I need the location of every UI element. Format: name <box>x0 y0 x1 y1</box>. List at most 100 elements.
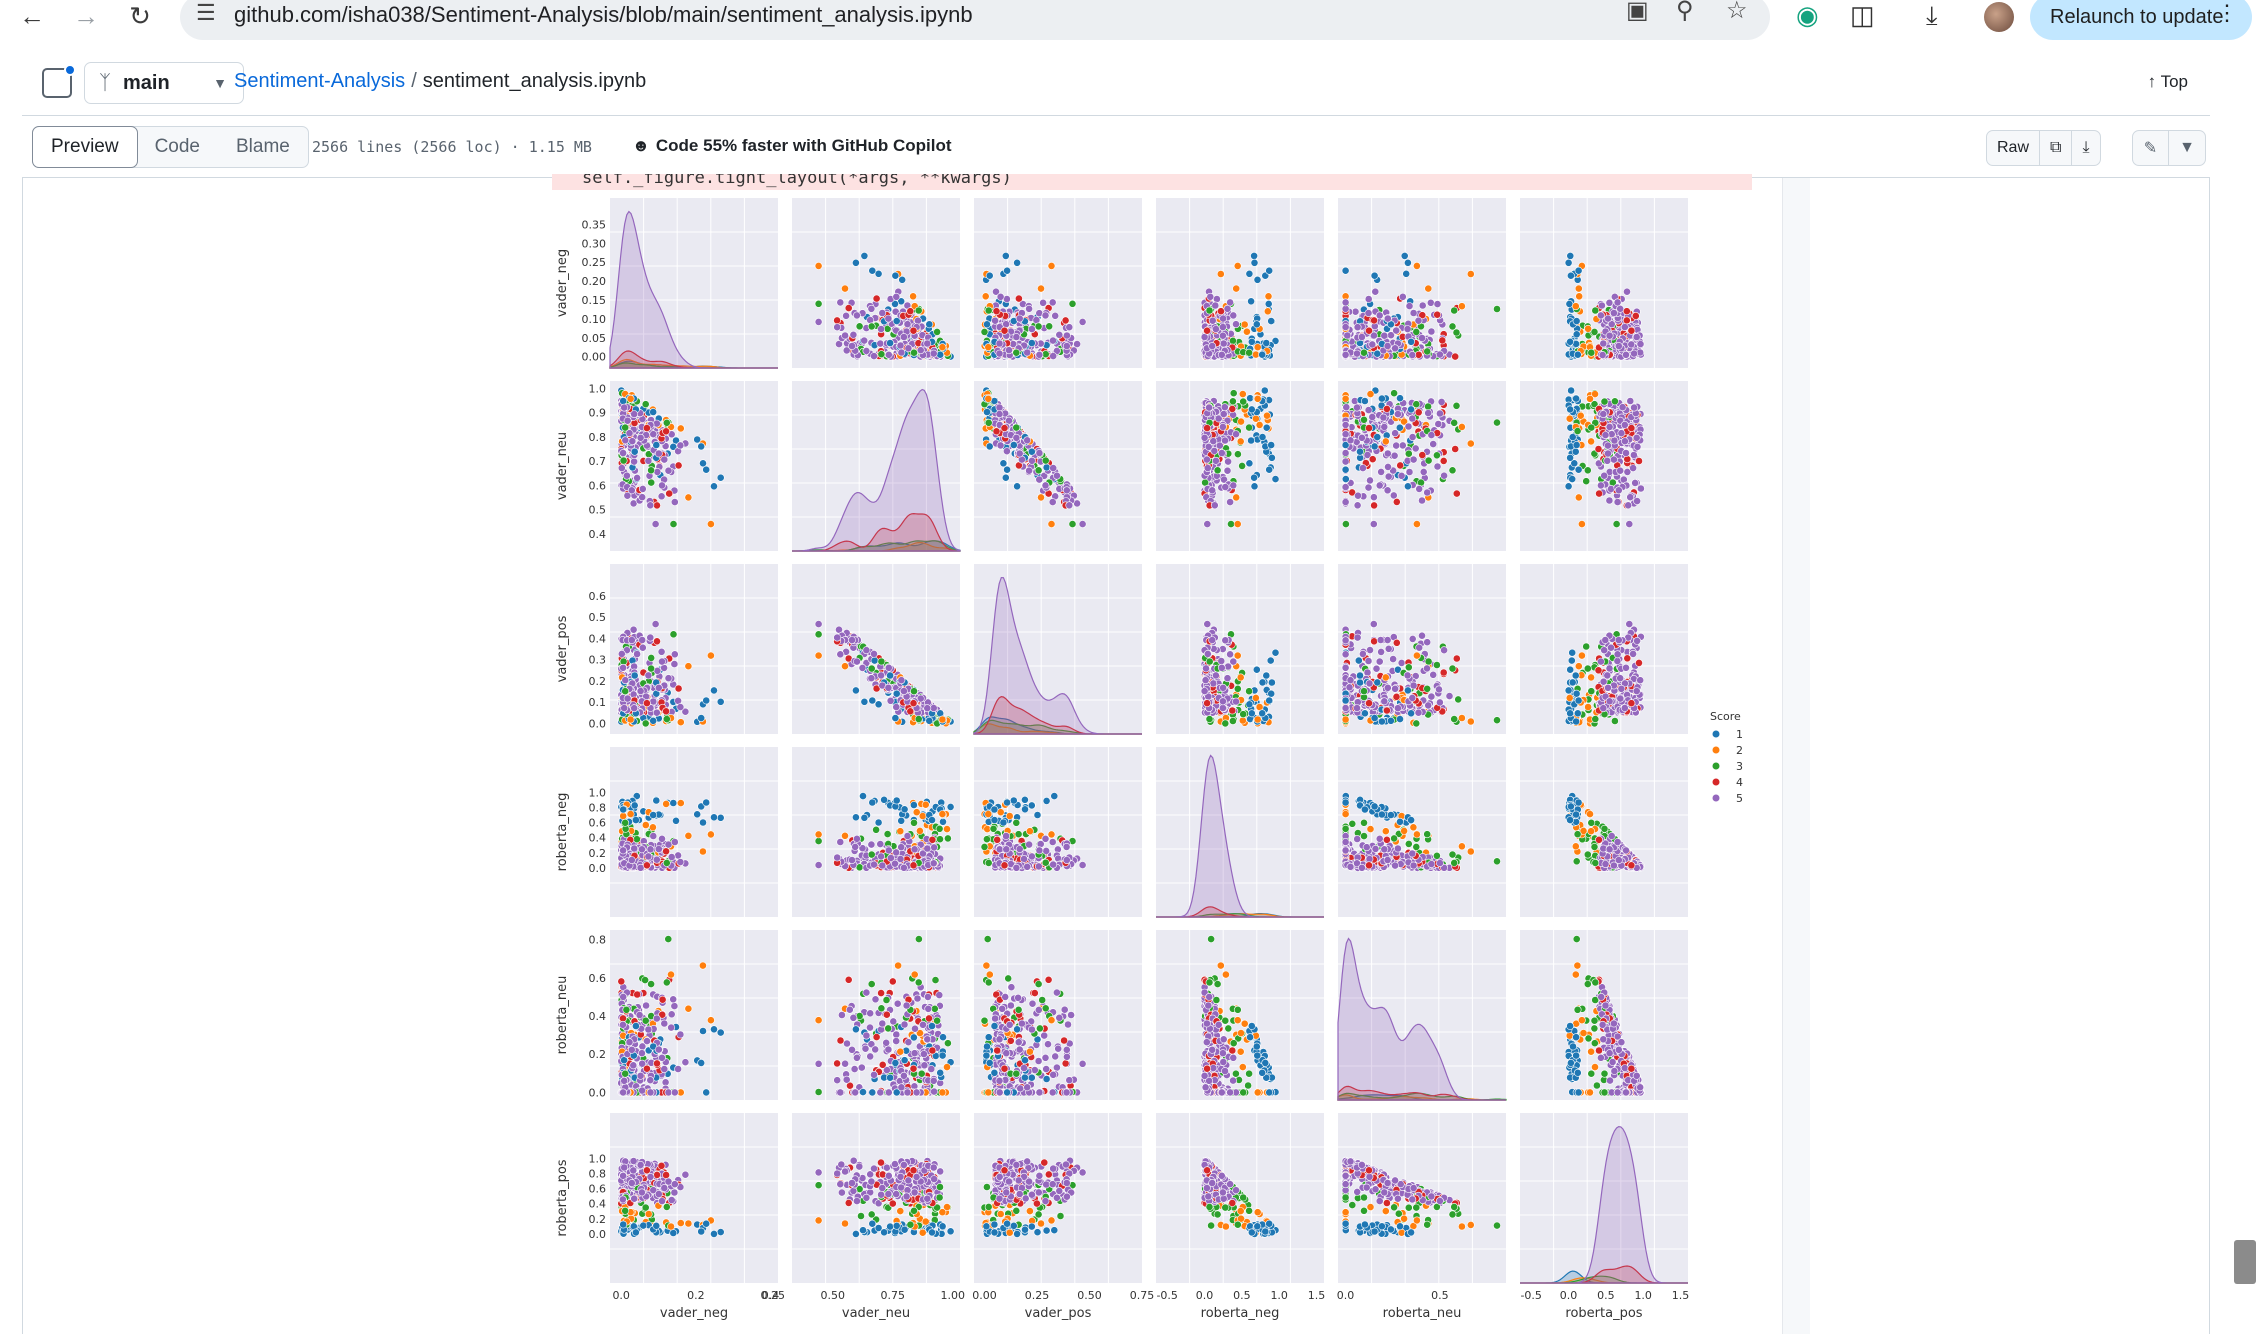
scatter-point <box>1035 350 1044 359</box>
scatter-point <box>1565 693 1574 702</box>
extensions-icon[interactable]: ◫ <box>1850 0 1875 30</box>
scatter-point <box>1600 397 1609 406</box>
reload-icon[interactable]: ↻ <box>129 0 151 31</box>
scatter-point <box>1567 271 1575 280</box>
back-icon[interactable]: ← <box>19 0 45 31</box>
address-bar[interactable]: ☰ github.com/isha038/Sentiment-Analysis/… <box>180 0 1770 40</box>
scatter-point <box>1213 295 1221 303</box>
scatter-point <box>1378 394 1386 403</box>
forward-icon[interactable]: → <box>73 0 99 31</box>
scatter-point <box>1390 451 1399 460</box>
pencil-icon[interactable]: ✎ <box>2133 131 2169 165</box>
scatter-point <box>1229 397 1237 406</box>
scatter-point <box>1418 451 1427 459</box>
top-button[interactable]: ↑ Top <box>2148 72 2188 92</box>
scatter-point <box>1252 665 1261 674</box>
chevron-down-icon[interactable]: ▼ <box>2179 139 2195 156</box>
scatter-point <box>892 689 901 698</box>
raw-button[interactable]: Raw <box>1987 131 2041 165</box>
scatter-point <box>676 718 685 727</box>
scatter-point <box>1368 455 1377 464</box>
scatter-point <box>1583 664 1592 673</box>
profile-avatar[interactable] <box>1984 2 2014 32</box>
scatter-point <box>1601 636 1610 644</box>
install-icon[interactable]: ▣ <box>1626 0 1649 24</box>
scatter-point <box>1363 668 1372 677</box>
scatter-point <box>647 478 656 487</box>
relaunch-button[interactable]: Relaunch to update ⋮ <box>2030 0 2252 40</box>
scatter-point <box>653 637 661 646</box>
scatter-point <box>1012 423 1021 432</box>
scatter-point <box>1052 471 1061 480</box>
scatter-point <box>1203 649 1212 658</box>
scatter-point <box>630 671 639 680</box>
scatter-point <box>649 697 658 706</box>
scatter-point <box>1604 441 1612 450</box>
scatter-point <box>913 316 922 325</box>
download-icon[interactable]: ⤓ <box>1926 0 1938 30</box>
scatter-point <box>1212 671 1220 680</box>
copilot-label: Code 55% faster with GitHub Copilot <box>655 136 952 155</box>
scatter-point <box>662 427 670 436</box>
scatter-point <box>1440 471 1448 480</box>
scatter-point <box>1001 473 1010 482</box>
scatter-point <box>1265 696 1274 705</box>
star-icon[interactable]: ☆ <box>1726 0 1748 24</box>
copy-icon[interactable]: ⧉ <box>2040 131 2073 165</box>
download-icon[interactable]: ⤓ <box>2082 139 2090 156</box>
scatter-point <box>981 292 990 301</box>
scatter-point <box>852 657 861 666</box>
scatter-point <box>1440 646 1448 655</box>
scatter-point <box>1360 415 1368 424</box>
menu-icon[interactable]: ⋮ <box>2216 0 2238 25</box>
scatter-point <box>1611 397 1619 406</box>
scatter-point <box>1578 651 1586 660</box>
scatter-point <box>710 686 718 695</box>
scatter-point <box>644 671 653 680</box>
scatter-point <box>1035 449 1044 457</box>
zoom-icon[interactable]: ⚲ <box>1676 0 1694 24</box>
scatter-point <box>1603 456 1612 465</box>
scatter-point <box>1574 284 1583 293</box>
branch-selector[interactable]: ᛉ main ▼ <box>84 62 244 104</box>
tab-blame[interactable]: Blame <box>236 136 290 157</box>
tune-icon[interactable]: ☰ <box>196 0 216 25</box>
scatter-point <box>1599 677 1608 686</box>
scatter-point <box>1239 397 1248 406</box>
grammarly-icon[interactable]: ◉ <box>1796 0 1819 30</box>
scatter-point <box>992 307 1001 316</box>
scatter-point <box>1622 307 1631 316</box>
scatter-point <box>1035 475 1044 484</box>
scatter-point <box>1380 422 1389 431</box>
scatter-point <box>1614 342 1623 350</box>
scatter-point <box>1265 266 1274 275</box>
scatter-point <box>1618 403 1627 412</box>
scatter-point <box>916 346 925 355</box>
sidebar-toggle-icon[interactable] <box>42 64 76 98</box>
scatter-point <box>1419 467 1428 476</box>
scatter-point <box>1228 706 1237 715</box>
scatter-point <box>1229 389 1238 398</box>
scatter-point <box>1361 709 1369 718</box>
scatter-point <box>1221 719 1230 728</box>
scatter-point <box>1341 650 1350 659</box>
scatter-point <box>1025 304 1033 313</box>
scatter-point <box>1582 477 1591 486</box>
scatter-point <box>1208 342 1217 350</box>
scatter-point <box>1424 409 1433 417</box>
tab-code[interactable]: Code <box>154 136 200 157</box>
scatter-point <box>1206 292 1215 301</box>
scatter-point <box>1436 409 1444 418</box>
copilot-promo[interactable]: ☻ Code 55% faster with GitHub Copilot <box>632 136 952 156</box>
scatter-point <box>1433 300 1442 308</box>
scatter-point <box>1211 301 1220 310</box>
scatter-point <box>1346 676 1355 685</box>
scatter-point <box>1245 687 1253 696</box>
scatter-point <box>841 331 849 340</box>
page-scrollbar[interactable] <box>2234 1240 2256 1284</box>
tab-preview[interactable]: Preview <box>32 126 138 168</box>
scatter-point <box>1450 715 1459 723</box>
scatter-point <box>1220 403 1229 412</box>
breadcrumb-repo-link[interactable]: Sentiment-Analysis <box>234 70 406 92</box>
scatter-point <box>1370 637 1378 646</box>
